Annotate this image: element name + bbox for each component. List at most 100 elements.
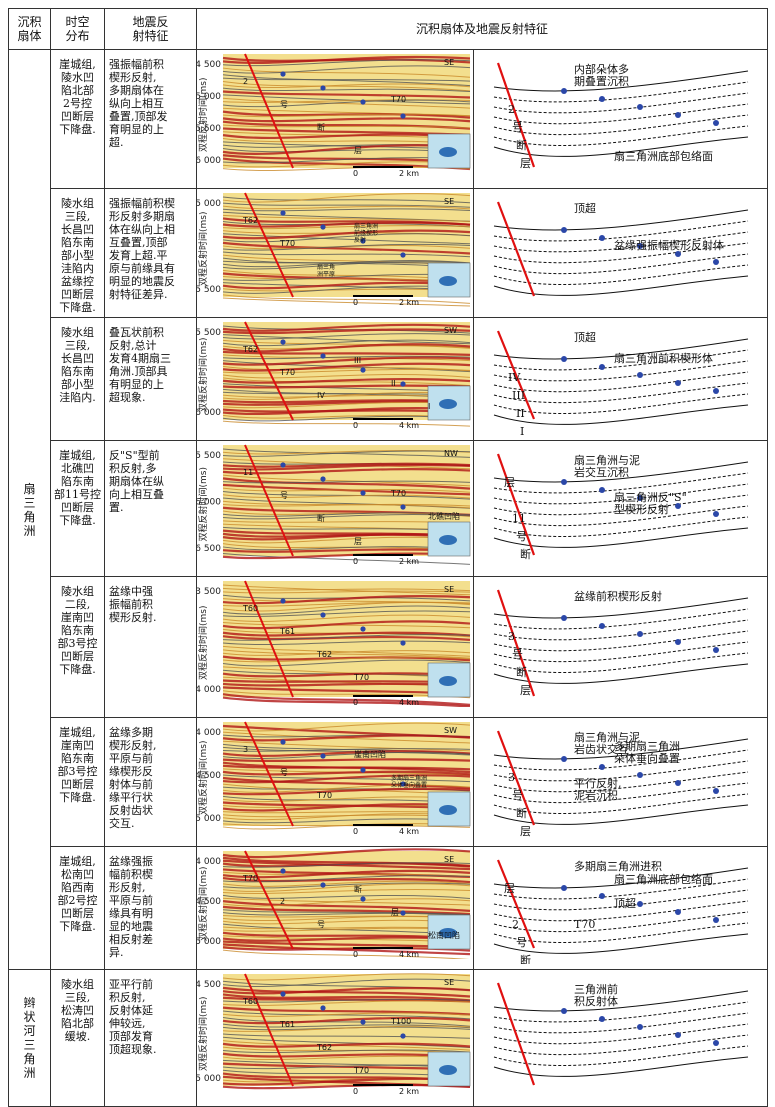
scale-zero-label: 0 bbox=[353, 827, 358, 836]
reflection-desc-cell: 亚平行前 积反射, 反射体延 伸较远, 顶部发育 顶超现象. bbox=[104, 969, 197, 1107]
seismic-dot bbox=[360, 238, 366, 244]
fault-line bbox=[244, 444, 294, 557]
scale-bar bbox=[353, 554, 413, 556]
seismic-profile: 双程反射时间(ms) 4 000 4 500 5 000 SW 0 4 km 3 号 T70 崖南凹… bbox=[197, 721, 471, 836]
time-axis-label: 双程反射时间(ms) bbox=[197, 867, 209, 941]
time-tick-label: 4 000 bbox=[197, 685, 221, 695]
seismic-dot bbox=[320, 85, 326, 91]
sketch-dot bbox=[675, 503, 681, 509]
sketch-label: 顶超 bbox=[574, 330, 596, 344]
time-space-cell: 陵水组 三段, 长昌凹 陷东南 部小型 洼陷内. bbox=[50, 317, 105, 441]
table-row: 陵水组 二段, 崖南凹 陷东南 部3号控 凹断层 下降盘. 盆缘中强 振幅前积 … bbox=[9, 576, 769, 718]
sketch-label: 扇三角洲前积楔形体 bbox=[614, 351, 713, 365]
time-tick-label: 5 500 bbox=[197, 328, 221, 338]
profile-label: T60 bbox=[242, 997, 258, 1006]
sketch-label: 扇三角洲反"S"型楔形反射 bbox=[614, 490, 687, 516]
sketch-label: 号 bbox=[512, 648, 523, 661]
time-tick-label: 4 500 bbox=[197, 897, 221, 907]
seismic-dot bbox=[280, 598, 286, 604]
profile-label: I bbox=[428, 402, 430, 411]
time-tick-label: 5 500 bbox=[197, 124, 221, 134]
time-tick-label: 4 500 bbox=[197, 980, 221, 990]
sketch-label: 11 bbox=[512, 512, 526, 525]
sketch-dot bbox=[561, 227, 567, 233]
sketch-dot bbox=[599, 487, 605, 493]
sketch-label: 多期扇三角洲进积 bbox=[574, 859, 662, 873]
time-space-cell: 陵水组 三段, 松涛凹 陷北部 缓坡. bbox=[50, 969, 105, 1107]
time-tick-label: 5 000 bbox=[197, 92, 221, 102]
profile-label: 北礁凹陷 bbox=[428, 511, 460, 521]
seismic-dot bbox=[320, 753, 326, 759]
reflection-desc-cell: 叠瓦状前积 反射,总计 发育4期扇三 角洲.顶部具 有明显的上 超现象. bbox=[104, 317, 197, 441]
profile-label: T61 bbox=[279, 1020, 295, 1029]
scale-zero-label: 0 bbox=[353, 169, 358, 178]
profile-label: 断 bbox=[317, 513, 325, 523]
fault-line bbox=[496, 453, 536, 556]
sketch-label: 号 bbox=[512, 789, 523, 802]
scale-label: 2 km bbox=[399, 169, 419, 178]
seismic-dot bbox=[320, 882, 326, 888]
scale-bar bbox=[353, 1084, 413, 1086]
sketch-dot bbox=[561, 88, 567, 94]
sketch-label: T70 bbox=[574, 918, 595, 931]
interpretation-sketch-cell: 扇三角洲与泥岩交互沉积 扇三角洲反"S"型楔形反射 11 号断 层 bbox=[472, 440, 769, 577]
sketch-label: 2 bbox=[512, 918, 519, 931]
scale-zero-label: 0 bbox=[353, 1087, 358, 1096]
orientation-label: SW bbox=[444, 726, 457, 735]
sketch-label: 扇三角洲与泥岩齿状交互 bbox=[574, 730, 640, 756]
seismic-dot bbox=[280, 339, 286, 345]
profile-label: IV bbox=[317, 391, 325, 400]
sketch-label: 盆缘强振幅楔形反射体 bbox=[614, 238, 724, 252]
time-axis-label: 双程反射时间(ms) bbox=[197, 467, 209, 541]
fault-line bbox=[496, 730, 536, 826]
seismic-dot bbox=[280, 462, 286, 468]
sketch-dot bbox=[713, 120, 719, 126]
time-tick-label: 5 000 bbox=[197, 814, 221, 824]
sketch-dot bbox=[713, 259, 719, 265]
orientation-label: NW bbox=[444, 449, 458, 458]
sketch-label: 断 bbox=[516, 138, 527, 152]
time-axis-label: 双程反射时间(ms) bbox=[197, 78, 209, 152]
fault-line bbox=[244, 321, 294, 421]
seismic-dot bbox=[280, 210, 286, 216]
sketch-label: 3 bbox=[508, 630, 515, 643]
scale-label: 2 km bbox=[399, 557, 419, 566]
seismic-profile-cell: 双程反射时间(ms) 3 500 4 000 SE 0 4 km T60 T61 T62 T70 bbox=[196, 576, 474, 718]
sketch-label: 层 bbox=[520, 825, 531, 838]
category-braided-delta: 辫 状 河 三 角 洲 bbox=[8, 969, 51, 1107]
sketch-label: 层 bbox=[520, 684, 531, 697]
table-row: 扇 三 角 洲 崖城组, 陵水凹 陷北部 2号控 凹断层 下降盘. 强振幅前积 … bbox=[8, 49, 769, 970]
location-map bbox=[427, 262, 471, 298]
sketch-label: III bbox=[512, 389, 525, 402]
profile-label: 松南凹陷 bbox=[428, 930, 460, 940]
sketch-dot bbox=[713, 1040, 719, 1046]
fault-line bbox=[244, 192, 294, 298]
time-space-cell: 崖城组, 崖南凹 陷东南 部3号控 凹断层 下降盘. bbox=[50, 717, 105, 847]
sketch-dot bbox=[561, 615, 567, 621]
scale-bar bbox=[353, 295, 413, 297]
time-axis-label: 双程反射时间(ms) bbox=[197, 338, 209, 412]
profile-label: T60 bbox=[242, 604, 258, 613]
profile-label: T70 bbox=[242, 874, 258, 883]
sketch-dot bbox=[675, 251, 681, 257]
seismic-profile: 双程反射时间(ms) 3 500 4 000 SE 0 4 km T60 T61 T62 T70 bbox=[197, 580, 471, 707]
seismic-dot bbox=[360, 99, 366, 105]
scale-label: 2 km bbox=[399, 298, 419, 307]
scale-zero-label: 0 bbox=[353, 298, 358, 307]
interpretation-sketch-cell: 顶超 盆缘强振幅楔形反射体 bbox=[472, 188, 769, 318]
time-tick-label: 6 500 bbox=[197, 544, 221, 554]
profile-label: 号 bbox=[280, 100, 288, 109]
fault-line bbox=[244, 580, 294, 698]
fault-line bbox=[244, 53, 294, 169]
sketch-label: 3 bbox=[508, 771, 515, 784]
profile-label: 断 bbox=[354, 884, 362, 894]
seismic-profile-cell: 双程反射时间(ms) 4 000 4 500 5 000 SW 0 4 km 3 号 T70 崖南凹… bbox=[196, 717, 474, 847]
fault-line bbox=[244, 850, 294, 950]
time-tick-label: 3 500 bbox=[197, 587, 221, 597]
reflection-desc-cell: 强振幅前积楔 形反射多期扇 体在纵向上相 互叠置,顶部 发育上超.平 原与前缘具… bbox=[104, 188, 197, 318]
sketch-dot bbox=[675, 780, 681, 786]
interpretation-sketch: 三角洲前积反射体 bbox=[493, 982, 749, 1086]
seismic-dot bbox=[320, 224, 326, 230]
